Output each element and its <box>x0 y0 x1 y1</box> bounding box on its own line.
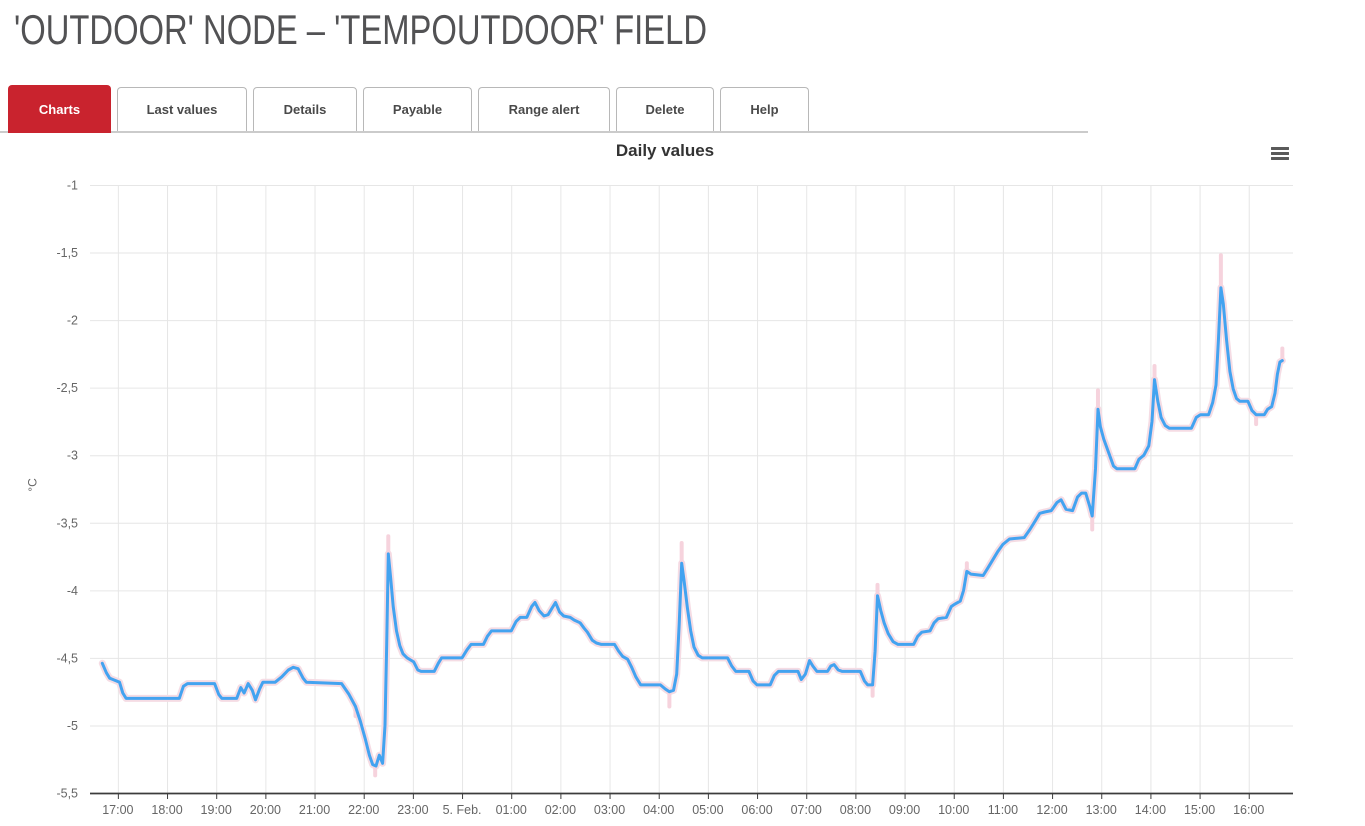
tab-last-values[interactable]: Last values <box>117 87 247 131</box>
x-axis-label: 06:00 <box>741 803 772 817</box>
x-axis-label: 11:00 <box>988 803 1018 817</box>
page-title: 'OUTDOOR' NODE – 'TEMPOUTDOOR' FIELD <box>14 6 708 53</box>
y-axis-label: -5 <box>67 719 78 733</box>
x-axis-label: 13:00 <box>1086 803 1117 817</box>
x-axis-label: 22:00 <box>348 803 379 817</box>
hamburger-menu-icon <box>1271 152 1289 155</box>
y-axis-label: -1 <box>67 179 78 193</box>
y-axis-title: °C <box>25 478 40 492</box>
x-axis-label: 01:00 <box>496 803 527 817</box>
x-axis-label: 21:00 <box>299 803 330 817</box>
temperature-line <box>100 286 1284 768</box>
x-axis-label: 19:00 <box>201 803 232 817</box>
tab-details[interactable]: Details <box>253 87 357 131</box>
y-axis-label: -3 <box>67 449 78 463</box>
x-axis-label: 14:00 <box>1135 803 1166 817</box>
tab-help[interactable]: Help <box>720 87 809 131</box>
y-axis-label: -4 <box>67 584 78 598</box>
tab-charts[interactable]: Charts <box>8 85 111 133</box>
x-axis-label: 20:00 <box>250 803 281 817</box>
tab-range-alert[interactable]: Range alert <box>478 87 610 131</box>
y-axis-label: -3,5 <box>56 516 78 530</box>
hamburger-menu-icon <box>1271 157 1289 160</box>
tab-bar: Charts Last values Details Payable Range… <box>8 85 809 133</box>
x-axis-label: 03:00 <box>594 803 625 817</box>
x-axis-label: 12:00 <box>1036 803 1067 817</box>
y-axis-label: -5,5 <box>56 787 78 801</box>
x-axis-label: 16:00 <box>1233 803 1264 817</box>
x-axis-label: 5. Feb. <box>443 803 482 817</box>
x-axis-label: 09:00 <box>889 803 920 817</box>
tab-delete[interactable]: Delete <box>616 87 714 131</box>
x-axis-label: 23:00 <box>397 803 428 817</box>
x-axis-label: 08:00 <box>840 803 871 817</box>
x-axis-label: 15:00 <box>1184 803 1215 817</box>
y-axis-label: -1,5 <box>56 246 78 260</box>
x-axis-label: 04:00 <box>643 803 674 817</box>
y-axis-label: -2 <box>67 314 78 328</box>
x-axis-label: 17:00 <box>102 803 133 817</box>
x-axis-label: 07:00 <box>791 803 822 817</box>
y-axis-label: -4,5 <box>56 651 78 665</box>
y-axis-label: -2,5 <box>56 381 78 395</box>
chart-context-menu-button[interactable] <box>1271 147 1289 160</box>
range-band <box>98 284 1286 770</box>
x-axis-label: 10:00 <box>938 803 969 817</box>
x-axis-label: 18:00 <box>151 803 182 817</box>
tab-payable[interactable]: Payable <box>363 87 472 131</box>
hamburger-menu-icon <box>1271 147 1289 150</box>
x-axis-label: 05:00 <box>692 803 723 817</box>
chart-title: Daily values <box>615 141 715 160</box>
x-axis-label: 02:00 <box>545 803 576 817</box>
tab-bar-underline <box>0 131 1088 133</box>
